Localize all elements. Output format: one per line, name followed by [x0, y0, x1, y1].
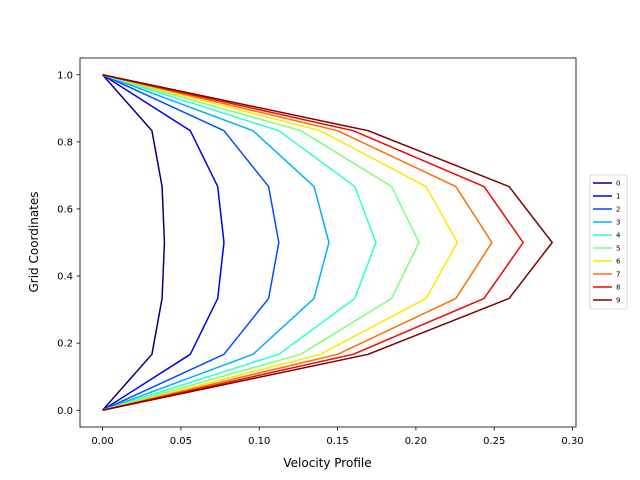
plot-frame [79, 57, 577, 428]
legend-label-1: 1 [616, 193, 620, 201]
series-line-2 [102, 74, 280, 411]
legend-label-3: 3 [616, 219, 620, 227]
x-tick-label: 0.00 [91, 436, 113, 447]
series-line-3 [102, 74, 330, 411]
legend-label-6: 6 [616, 258, 621, 266]
series-line-4 [102, 74, 377, 411]
series-line-1 [102, 74, 225, 411]
legend: 0 1 2 3 4 5 6 7 8 9 [589, 174, 628, 310]
y-tick-label: 0.8 [57, 137, 73, 148]
y-tick-label: 0.6 [57, 205, 73, 216]
series-lines [101, 74, 553, 411]
x-tick-label: 0.05 [170, 436, 192, 447]
y-tick-label: 0.0 [57, 406, 73, 417]
legend-label-9: 9 [616, 297, 620, 305]
legend-label-4: 4 [616, 232, 621, 240]
x-tick-label: 0.15 [326, 436, 348, 447]
series-line-8 [102, 74, 524, 411]
series-line-0 [101, 74, 166, 411]
axes: 0.00 0.05 0.10 0.15 0.20 0.25 0.30 0.0 0.2 0.4 0.6… [57, 57, 584, 447]
x-tick-label: 0.30 [561, 436, 583, 447]
legend-box [589, 174, 628, 310]
x-axis-label: Velocity Profile [283, 456, 371, 470]
legend-label-0: 0 [616, 180, 620, 188]
legend-label-2: 2 [616, 206, 620, 214]
legend-label-8: 8 [616, 284, 620, 292]
x-tick-label: 0.25 [483, 436, 505, 447]
x-tick-label: 0.20 [405, 436, 427, 447]
y-tick-label: 1.0 [57, 70, 73, 81]
y-tick-label: 0.2 [57, 339, 73, 350]
series-line-5 [102, 74, 420, 411]
series-line-6 [102, 74, 459, 411]
series-line-9 [102, 74, 553, 411]
legend-label-7: 7 [616, 271, 620, 279]
legend-label-5: 5 [616, 245, 620, 253]
y-tick-label: 0.4 [57, 272, 73, 283]
x-tick-label: 0.10 [248, 436, 270, 447]
series-line-7 [102, 74, 493, 411]
y-axis-label: Grid Coordinates [27, 191, 41, 292]
